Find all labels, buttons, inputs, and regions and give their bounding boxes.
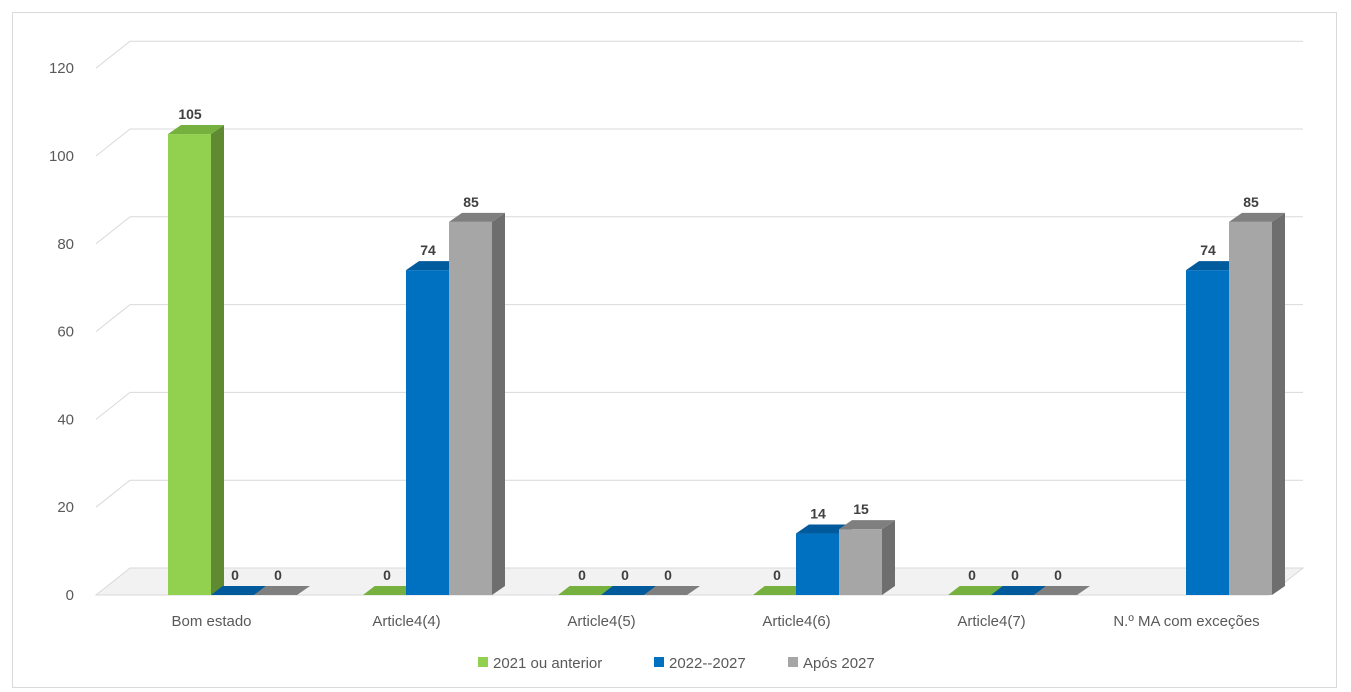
bar-flat xyxy=(948,586,1004,595)
bar-flat xyxy=(363,586,419,595)
data-label: 0 xyxy=(1054,567,1062,583)
bar-top xyxy=(406,261,462,271)
bar-side xyxy=(882,520,895,595)
gridline-depth xyxy=(95,128,131,157)
data-label: 0 xyxy=(383,567,391,583)
data-label: 105 xyxy=(178,106,202,122)
bar-side xyxy=(1272,212,1285,595)
bar xyxy=(839,529,882,595)
bar xyxy=(1229,221,1272,595)
data-label: 15 xyxy=(853,501,869,517)
x-tick-label: Article4(7) xyxy=(957,613,1025,630)
data-label: 85 xyxy=(463,194,479,210)
y-tick-label: 40 xyxy=(57,411,74,428)
bar xyxy=(168,134,211,596)
bar-top xyxy=(449,212,505,222)
legend-swatch xyxy=(654,657,664,667)
gridline-depth xyxy=(95,40,131,69)
bar-flat xyxy=(254,586,310,595)
data-label: 0 xyxy=(773,567,781,583)
data-label: 0 xyxy=(621,567,629,583)
x-tick-label: Article4(4) xyxy=(372,613,440,630)
bar-flat xyxy=(753,586,809,595)
y-tick-label: 100 xyxy=(49,148,74,165)
legend-label: Após 2027 xyxy=(803,655,875,672)
bar-top xyxy=(796,524,852,534)
bar-flat xyxy=(1034,586,1090,595)
y-tick-label: 0 xyxy=(66,587,74,604)
bar xyxy=(449,221,492,595)
y-tick-label: 60 xyxy=(57,324,74,341)
legend-swatch xyxy=(788,657,798,667)
data-label: 0 xyxy=(1011,567,1019,583)
legend-label: 2021 ou anterior xyxy=(493,655,602,672)
gridline-depth xyxy=(95,216,131,245)
bar-top xyxy=(1186,261,1242,271)
y-tick-label: 80 xyxy=(57,236,74,253)
y-tick-label: 20 xyxy=(57,499,74,516)
data-label: 0 xyxy=(968,567,976,583)
gridline-depth xyxy=(95,304,131,332)
bar xyxy=(1186,270,1229,595)
data-label: 0 xyxy=(664,567,672,583)
data-label: 14 xyxy=(810,506,826,522)
data-label: 0 xyxy=(231,567,239,583)
bar-top xyxy=(839,520,895,530)
data-label: 74 xyxy=(1200,242,1216,258)
bar-flat xyxy=(644,586,700,595)
bar xyxy=(406,270,449,595)
bar-flat xyxy=(991,586,1047,595)
legend-swatch xyxy=(478,657,488,667)
bar-top xyxy=(168,125,224,135)
bar-flat xyxy=(601,586,657,595)
bar-flat xyxy=(558,586,614,595)
legend-label: 2022--2027 xyxy=(669,655,746,672)
bar-side xyxy=(211,125,224,596)
gridline-depth xyxy=(95,479,131,508)
bar-top xyxy=(1229,212,1285,222)
data-label: 85 xyxy=(1243,194,1259,210)
y-tick-label: 120 xyxy=(49,60,74,77)
x-tick-label: Bom estado xyxy=(171,613,251,630)
data-label: 0 xyxy=(274,567,282,583)
x-tick-label: Article4(5) xyxy=(567,613,635,630)
bar xyxy=(796,533,839,595)
data-label: 74 xyxy=(420,242,436,258)
data-label: 0 xyxy=(578,567,586,583)
x-tick-label: Article4(6) xyxy=(762,613,830,630)
x-tick-label: N.º MA com exceções xyxy=(1113,613,1259,630)
bar-flat xyxy=(211,586,267,595)
gridline-depth xyxy=(95,392,131,420)
bar-side xyxy=(492,212,505,595)
